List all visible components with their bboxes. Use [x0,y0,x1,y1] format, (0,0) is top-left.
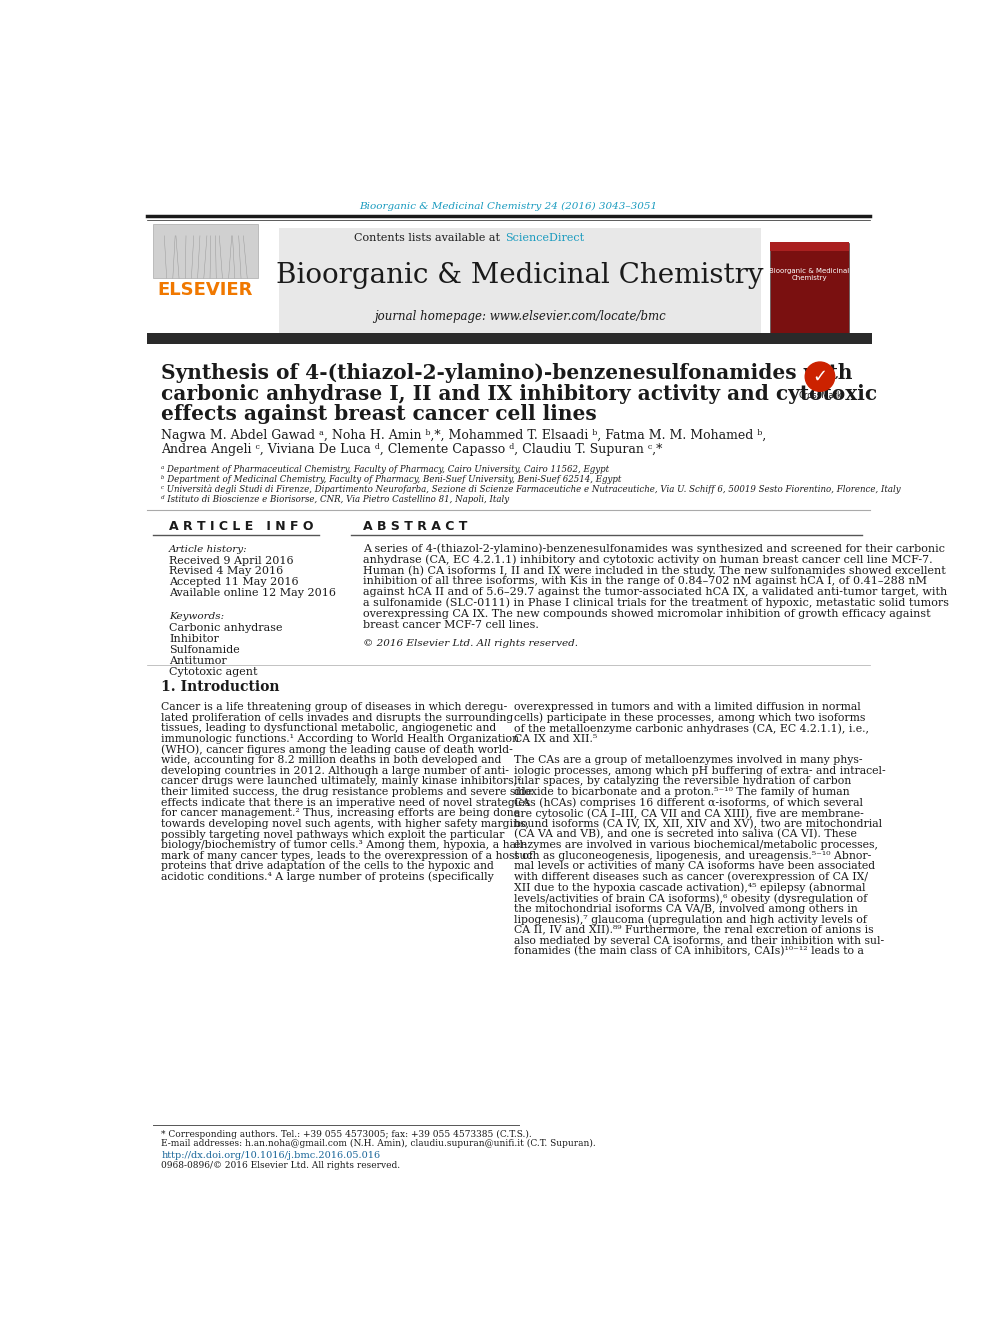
Text: the mitochondrial isoforms CA VA/B, involved among others in: the mitochondrial isoforms CA VA/B, invo… [514,904,857,914]
Text: wide, accounting for 8.2 million deaths in both developed and: wide, accounting for 8.2 million deaths … [161,755,502,765]
Text: such as gluconeogenesis, lipogenesis, and ureagensis.⁵⁻¹⁰ Abnor-: such as gluconeogenesis, lipogenesis, an… [514,851,871,861]
Text: Andrea Angeli ᶜ, Viviana De Luca ᵈ, Clemente Capasso ᵈ, Claudiu T. Supuran ᶜ,*: Andrea Angeli ᶜ, Viviana De Luca ᵈ, Clem… [161,443,663,456]
Text: Cytotoxic agent: Cytotoxic agent [169,667,258,676]
Text: towards developing novel such agents, with higher safety margins,: towards developing novel such agents, wi… [161,819,529,830]
Text: breast cancer MCF-7 cell lines.: breast cancer MCF-7 cell lines. [363,619,539,630]
Text: a sulfonamide (SLC-0111) in Phase I clinical trials for the treatment of hypoxic: a sulfonamide (SLC-0111) in Phase I clin… [363,598,948,609]
Text: Human (h) CA isoforms I, II and IX were included in the study. The new sulfonami: Human (h) CA isoforms I, II and IX were … [363,565,945,576]
Text: ᵃ Department of Pharmaceutical Chemistry, Faculty of Pharmacy, Cairo University,: ᵃ Department of Pharmaceutical Chemistry… [161,464,609,474]
Text: Nagwa M. Abdel Gawad ᵃ, Noha H. Amin ᵇ,*, Mohammed T. Elsaadi ᵇ, Fatma M. M. Moh: Nagwa M. Abdel Gawad ᵃ, Noha H. Amin ᵇ,*… [161,430,767,442]
Text: CA IX and XII.⁵: CA IX and XII.⁵ [514,734,597,744]
Text: A B S T R A C T: A B S T R A C T [363,520,467,533]
FancyBboxPatch shape [154,224,258,278]
Text: lipogenesis),⁷ glaucoma (upregulation and high activity levels of: lipogenesis),⁷ glaucoma (upregulation an… [514,914,867,925]
Text: Keywords:: Keywords: [169,613,224,622]
Text: immunologic functions.¹ According to World Health Organization: immunologic functions.¹ According to Wor… [161,734,519,744]
Text: lated proliferation of cells invades and disrupts the surrounding: lated proliferation of cells invades and… [161,713,514,722]
Text: 1. Introduction: 1. Introduction [161,680,280,695]
Text: ELSEVIER: ELSEVIER [158,280,253,299]
Text: developing countries in 2012. Although a large number of anti-: developing countries in 2012. Although a… [161,766,509,775]
Text: CA II, IV and XII).⁸⁹ Furthermore, the renal excretion of anions is: CA II, IV and XII).⁸⁹ Furthermore, the r… [514,925,873,935]
Text: Contents lists available at: Contents lists available at [354,233,504,243]
Text: 0968-0896/© 2016 Elsevier Ltd. All rights reserved.: 0968-0896/© 2016 Elsevier Ltd. All right… [161,1162,401,1171]
Text: CAs (hCAs) comprises 16 different α-isoforms, of which several: CAs (hCAs) comprises 16 different α-isof… [514,798,863,808]
Text: carbonic anhydrase I, II and IX inhibitory activity and cytotoxic: carbonic anhydrase I, II and IX inhibito… [161,384,877,404]
Text: effects against breast cancer cell lines: effects against breast cancer cell lines [161,405,597,425]
Text: of the metalloenzyme carbonic anhydrases (CA, EC 4.2.1.1), i.e.,: of the metalloenzyme carbonic anhydrases… [514,722,869,733]
FancyBboxPatch shape [147,333,872,344]
Text: proteins that drive adaptation of the cells to the hypoxic and: proteins that drive adaptation of the ce… [161,861,494,872]
Text: fonamides (the main class of CA inhibitors, CAIs)¹⁰⁻¹² leads to a: fonamides (the main class of CA inhibito… [514,946,864,957]
Text: iologic processes, among which pH buffering of extra- and intracel-: iologic processes, among which pH buffer… [514,766,886,775]
Text: effects indicate that there is an imperative need of novel strategies: effects indicate that there is an impera… [161,798,531,807]
Text: Article history:: Article history: [169,545,248,553]
Text: ✓: ✓ [812,368,827,386]
Text: Antitumor: Antitumor [169,656,227,665]
Text: overexpressed in tumors and with a limited diffusion in normal: overexpressed in tumors and with a limit… [514,703,861,712]
FancyBboxPatch shape [770,242,848,251]
Circle shape [806,363,834,392]
Text: Accepted 11 May 2016: Accepted 11 May 2016 [169,577,299,587]
Text: Revised 4 May 2016: Revised 4 May 2016 [169,566,283,577]
Text: Available online 12 May 2016: Available online 12 May 2016 [169,587,336,598]
Text: Carbonic anhydrase: Carbonic anhydrase [169,623,283,634]
Text: possibly targeting novel pathways which exploit the particular: possibly targeting novel pathways which … [161,830,505,840]
Text: © 2016 Elsevier Ltd. All rights reserved.: © 2016 Elsevier Ltd. All rights reserved… [363,639,577,648]
Text: CrossMark: CrossMark [798,392,842,401]
Text: their limited success, the drug resistance problems and severe side: their limited success, the drug resistan… [161,787,533,796]
Text: dioxide to bicarbonate and a proton.⁵⁻¹⁰ The family of human: dioxide to bicarbonate and a proton.⁵⁻¹⁰… [514,787,849,796]
Text: Bioorganic & Medicinal Chemistry: Bioorganic & Medicinal Chemistry [277,262,764,290]
Text: lular spaces, by catalyzing the reversible hydration of carbon: lular spaces, by catalyzing the reversib… [514,777,851,786]
Text: ScienceDirect: ScienceDirect [505,233,584,243]
Text: A series of 4-(thiazol-2-ylamino)-benzenesulfonamides was synthesized and screen: A series of 4-(thiazol-2-ylamino)-benzen… [363,544,944,554]
Text: inhibition of all three isoforms, with Kis in the range of 0.84–702 nM against h: inhibition of all three isoforms, with K… [363,577,927,586]
Text: tissues, leading to dysfunctional metabolic, angiogenetic and: tissues, leading to dysfunctional metabo… [161,724,496,733]
Text: mark of many cancer types, leads to the overexpression of a host of: mark of many cancer types, leads to the … [161,851,533,861]
Text: against hCA II and of 5.6–29.7 against the tumor-associated hCA IX, a validated : against hCA II and of 5.6–29.7 against t… [363,587,947,597]
Text: Bioorganic & Medicinal
Chemistry: Bioorganic & Medicinal Chemistry [769,267,849,280]
Text: XII due to the hypoxia cascade activation),⁴⁵ epilepsy (abnormal: XII due to the hypoxia cascade activatio… [514,882,865,893]
Text: enzymes are involved in various biochemical/metabolic processes,: enzymes are involved in various biochemi… [514,840,878,851]
Text: overexpressing CA IX. The new compounds showed micromolar inhibition of growth e: overexpressing CA IX. The new compounds … [363,609,930,619]
Text: are cytosolic (CA I–III, CA VII and CA XIII), five are membrane-: are cytosolic (CA I–III, CA VII and CA X… [514,808,864,819]
Text: A R T I C L E   I N F O: A R T I C L E I N F O [169,520,313,533]
Text: (CA VA and VB), and one is secreted into saliva (CA VI). These: (CA VA and VB), and one is secreted into… [514,830,857,840]
Text: cells) participate in these processes, among which two isoforms: cells) participate in these processes, a… [514,712,865,722]
Text: E-mail addresses: h.an.noha@gmail.com (N.H. Amin), claudiu.supuran@unifi.it (C.T: E-mail addresses: h.an.noha@gmail.com (N… [161,1139,596,1148]
Text: * Corresponding authors. Tel.: +39 055 4573005; fax: +39 055 4573385 (C.T.S.).: * Corresponding authors. Tel.: +39 055 4… [161,1130,532,1139]
Text: for cancer management.² Thus, increasing efforts are being done: for cancer management.² Thus, increasing… [161,808,520,818]
Text: also mediated by several CA isoforms, and their inhibition with sul-: also mediated by several CA isoforms, an… [514,935,884,946]
Text: ᵇ Department of Medicinal Chemistry, Faculty of Pharmacy, Beni-Suef University, : ᵇ Department of Medicinal Chemistry, Fac… [161,475,622,484]
Text: Inhibitor: Inhibitor [169,634,219,644]
Text: Cancer is a life threatening group of diseases in which deregu-: Cancer is a life threatening group of di… [161,703,508,712]
Text: ᵈ Istituto di Bioscienze e Biorisorse, CNR, Via Pietro Castellino 81, Napoli, It: ᵈ Istituto di Bioscienze e Biorisorse, C… [161,495,509,504]
Text: levels/activities of brain CA isoforms),⁶ obesity (dysregulation of: levels/activities of brain CA isoforms),… [514,893,867,904]
Text: Bioorganic & Medicinal Chemistry 24 (2016) 3043–3051: Bioorganic & Medicinal Chemistry 24 (201… [359,202,658,212]
FancyBboxPatch shape [279,228,761,335]
Text: http://dx.doi.org/10.1016/j.bmc.2016.05.016: http://dx.doi.org/10.1016/j.bmc.2016.05.… [161,1151,380,1160]
Text: Synthesis of 4-(thiazol-2-ylamino)-benzenesulfonamides with: Synthesis of 4-(thiazol-2-ylamino)-benze… [161,363,853,382]
Text: biology/biochemistry of tumor cells.³ Among them, hypoxia, a hall-: biology/biochemistry of tumor cells.³ Am… [161,840,527,851]
FancyBboxPatch shape [770,243,848,335]
Text: (WHO), cancer figures among the leading cause of death world-: (WHO), cancer figures among the leading … [161,745,513,755]
Text: The CAs are a group of metalloenzymes involved in many phys-: The CAs are a group of metalloenzymes in… [514,755,862,765]
Text: with different diseases such as cancer (overexpression of CA IX/: with different diseases such as cancer (… [514,872,868,882]
Text: ᶜ Università degli Studi di Firenze, Dipartimento Neurofarba, Sezione di Scienze: ᶜ Università degli Studi di Firenze, Dip… [161,484,901,493]
Text: Received 9 April 2016: Received 9 April 2016 [169,556,294,566]
Text: cancer drugs were launched ultimately, mainly kinase inhibitors,²: cancer drugs were launched ultimately, m… [161,777,522,786]
Text: Sulfonamide: Sulfonamide [169,646,240,655]
Text: bound isoforms (CA IV, IX, XII, XIV and XV), two are mitochondrial: bound isoforms (CA IV, IX, XII, XIV and … [514,819,882,830]
Text: acidotic conditions.⁴ A large number of proteins (specifically: acidotic conditions.⁴ A large number of … [161,872,494,882]
Text: mal levels or activities of many CA isoforms have been associated: mal levels or activities of many CA isof… [514,861,875,872]
Text: anhydrase (CA, EC 4.2.1.1) inhibitory and cytotoxic activity on human breast can: anhydrase (CA, EC 4.2.1.1) inhibitory an… [363,554,932,565]
Text: journal homepage: www.elsevier.com/locate/bmc: journal homepage: www.elsevier.com/locat… [374,310,666,323]
